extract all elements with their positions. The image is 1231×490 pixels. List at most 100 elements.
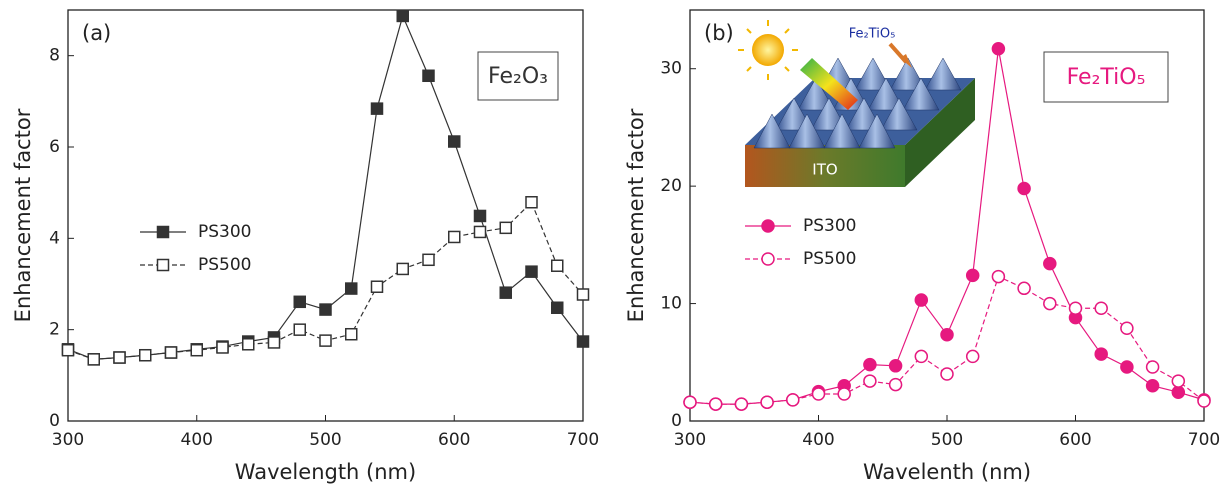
inset-label: ITO: [812, 161, 837, 179]
marker: [552, 302, 563, 313]
y-axis-title: Enhancement factor: [11, 108, 35, 322]
x-tick-label: 500: [309, 430, 341, 450]
marker: [294, 296, 305, 307]
marker: [88, 354, 99, 365]
marker: [1121, 322, 1133, 334]
panel-label: (a): [82, 21, 111, 45]
marker: [890, 379, 902, 391]
x-tick-label: 700: [1188, 430, 1220, 450]
marker: [1121, 361, 1133, 373]
marker: [372, 103, 383, 114]
marker: [114, 352, 125, 363]
marker: [449, 231, 460, 242]
y-tick-label: 10: [660, 294, 682, 314]
marker: [346, 329, 357, 340]
y-tick-label: 8: [49, 46, 60, 66]
marker: [1172, 386, 1184, 398]
inset-label: Fe₂TiO₅: [849, 27, 896, 42]
marker: [475, 210, 486, 221]
marker: [1018, 182, 1030, 194]
marker: [449, 136, 460, 147]
inset-illustration: Fe₂TiO₅ ITO: [738, 20, 975, 187]
y-tick-label: 0: [49, 411, 60, 431]
marker: [320, 335, 331, 346]
marker: [526, 266, 537, 277]
x-tick-label: 700: [567, 430, 599, 450]
marker: [500, 287, 511, 298]
marker: [761, 396, 773, 408]
marker: [475, 226, 486, 237]
marker: [1172, 375, 1184, 387]
marker: [320, 304, 331, 315]
legend-marker: [762, 253, 774, 265]
marker: [864, 375, 876, 387]
legend-label: PS300: [803, 216, 857, 236]
x-tick-label: 500: [931, 430, 963, 450]
marker: [735, 398, 747, 410]
marker: [710, 398, 722, 410]
y-tick-label: 30: [660, 59, 682, 79]
sun: [752, 34, 784, 66]
marker: [63, 345, 74, 356]
marker: [243, 339, 254, 350]
marker: [1095, 302, 1107, 314]
marker: [1147, 380, 1159, 392]
marker: [500, 222, 511, 233]
marker: [941, 368, 953, 380]
annotation: Fe₂O₃: [488, 64, 548, 89]
x-tick-label: 300: [52, 430, 84, 450]
marker: [915, 350, 927, 362]
marker: [915, 294, 927, 306]
legend-label: PS500: [803, 249, 857, 269]
marker: [140, 350, 151, 361]
marker: [578, 336, 589, 347]
marker: [166, 347, 177, 358]
y-tick-label: 2: [49, 320, 60, 340]
marker: [941, 329, 953, 341]
x-tick-label: 400: [802, 430, 834, 450]
marker: [552, 260, 563, 271]
figure: 30040050060070002468Wavelength (nm)Enhan…: [0, 0, 1231, 490]
marker: [992, 271, 1004, 283]
marker: [992, 43, 1004, 55]
y-tick-label: 6: [49, 137, 60, 157]
marker: [967, 269, 979, 281]
marker: [191, 345, 202, 356]
x-tick-label: 600: [438, 430, 470, 450]
marker: [423, 254, 434, 265]
marker: [1070, 302, 1082, 314]
legend-label: PS500: [198, 255, 252, 275]
marker: [684, 396, 696, 408]
marker: [813, 388, 825, 400]
legend-marker: [762, 220, 774, 232]
marker: [526, 197, 537, 208]
y-tick-label: 0: [671, 411, 682, 431]
panel-label: (b): [704, 21, 734, 45]
marker: [397, 10, 408, 21]
marker: [1095, 348, 1107, 360]
marker: [838, 388, 850, 400]
marker: [578, 289, 589, 300]
legend-marker: [158, 227, 169, 238]
marker: [217, 342, 228, 353]
marker: [1198, 395, 1210, 407]
marker: [1044, 258, 1056, 270]
marker: [890, 360, 902, 372]
annotation: Fe₂TiO₅: [1067, 65, 1146, 90]
marker: [967, 350, 979, 362]
legend-marker: [158, 260, 169, 271]
y-tick-label: 20: [660, 176, 682, 196]
x-axis-title: Wavelenth (nm): [863, 460, 1031, 484]
marker: [372, 281, 383, 292]
x-tick-label: 300: [674, 430, 706, 450]
x-tick-label: 400: [181, 430, 213, 450]
marker: [1018, 282, 1030, 294]
y-tick-label: 4: [49, 228, 60, 248]
marker: [1044, 298, 1056, 310]
marker: [787, 394, 799, 406]
marker: [269, 337, 280, 348]
marker: [346, 283, 357, 294]
y-axis-title: Enhancement factor: [624, 108, 648, 322]
marker: [864, 359, 876, 371]
x-tick-label: 600: [1059, 430, 1091, 450]
